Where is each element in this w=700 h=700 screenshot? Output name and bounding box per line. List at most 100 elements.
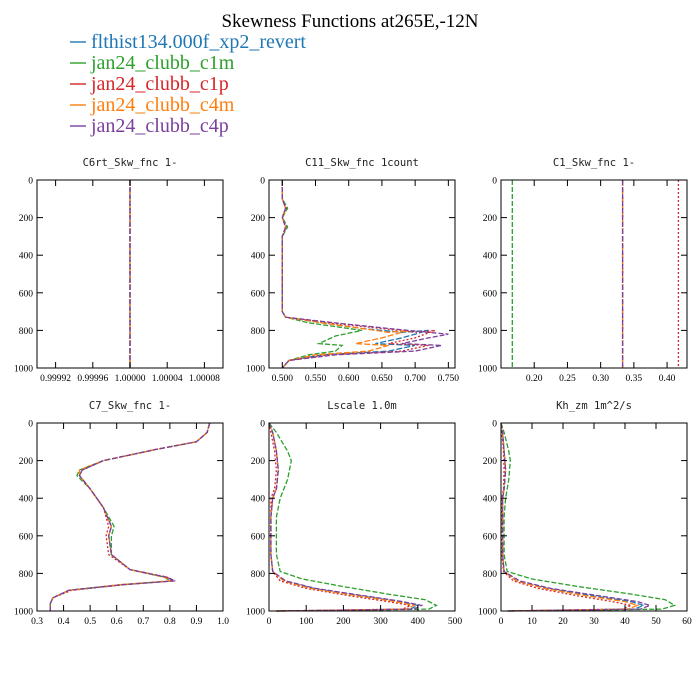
y-tick-label: 800	[483, 570, 498, 580]
x-tick-label: 0.550	[305, 374, 327, 384]
series-line-5	[268, 422, 424, 612]
x-tick-label: 0.35	[626, 374, 643, 384]
series-line-4	[500, 422, 640, 612]
series-line-2	[49, 422, 211, 611]
y-tick-label: 600	[19, 532, 34, 542]
y-tick-label: 0	[28, 420, 33, 430]
x-tick-label: 0.4	[58, 617, 70, 627]
series-line-4	[268, 422, 417, 612]
x-tick-label: 0.700	[404, 374, 426, 384]
legend-entry: jan24_clubb_c4m	[90, 94, 235, 116]
y-tick-label: 0	[492, 420, 497, 430]
x-tick-label: 0.9	[190, 617, 202, 627]
x-tick-label: 60	[682, 617, 692, 627]
y-tick-label: 400	[19, 495, 34, 505]
series-line-3	[281, 180, 436, 369]
panel-title: C11_Skw_fnc 1count	[305, 157, 419, 169]
x-tick-label: 30	[589, 617, 599, 627]
y-tick-label: 800	[19, 570, 34, 580]
y-tick-label: 200	[251, 457, 266, 467]
x-tick-label: 20	[558, 617, 568, 627]
x-tick-label: 0.7	[137, 617, 149, 627]
y-tick-label: 1000	[246, 608, 265, 618]
y-tick-label: 400	[251, 495, 266, 505]
x-tick-label: 50	[651, 617, 661, 627]
y-tick-label: 800	[251, 327, 266, 337]
x-tick-label: 0	[267, 617, 272, 627]
series-line-3	[268, 422, 413, 612]
x-tick-label: 0	[499, 617, 504, 627]
x-tick-label: 0.99992	[40, 374, 71, 384]
y-tick-label: 200	[251, 214, 266, 224]
y-tick-label: 200	[483, 457, 498, 467]
x-tick-label: 400	[411, 617, 426, 627]
y-tick-label: 400	[483, 495, 498, 505]
x-tick-label: 10	[527, 617, 537, 627]
x-tick-label: 40	[620, 617, 630, 627]
x-tick-label: 0.5	[84, 617, 96, 627]
y-tick-label: 200	[19, 214, 34, 224]
y-tick-label: 600	[483, 532, 498, 542]
series-line-5	[281, 180, 449, 369]
y-tick-label: 1000	[246, 365, 265, 375]
y-tick-label: 1000	[14, 365, 33, 375]
series-line-1	[49, 422, 211, 611]
series-line-1	[281, 180, 429, 369]
plot-frame	[500, 179, 688, 369]
chart-panel-3: C1_Skw_fnc 1- 0 200 400 600 800 1000 0.20 0.25 0.…	[478, 157, 688, 384]
legend: flthist134.000f_xp2_revertjan24_clubb_c1…	[70, 31, 306, 137]
x-tick-label: 0.30	[592, 374, 609, 384]
series-line-5	[500, 422, 652, 612]
series-line-5	[49, 422, 211, 611]
y-tick-label: 400	[483, 252, 498, 262]
x-tick-label: 0.40	[659, 374, 676, 384]
x-tick-label: 0.750	[438, 374, 460, 384]
x-tick-label: 0.99996	[77, 374, 108, 384]
chart-panel-2: C11_Skw_fnc 1count 0 200 400 600 800 1000 0.500…	[246, 157, 459, 384]
x-tick-label: 100	[299, 617, 314, 627]
x-tick-label: 500	[448, 617, 463, 627]
x-tick-label: 300	[373, 617, 388, 627]
panel-title: C6rt_Skw_fnc 1-	[83, 157, 178, 169]
series-line-2	[500, 422, 677, 612]
x-tick-label: 0.6	[111, 617, 123, 627]
y-tick-label: 600	[483, 289, 498, 299]
plot-frame	[268, 179, 456, 369]
x-tick-label: 1.00004	[152, 374, 183, 384]
series-line-2	[268, 422, 438, 612]
panel-title: Kh_zm 1m^2/s	[556, 400, 632, 412]
chart-panel-1: C6rt_Skw_fnc 1- 0 200 400 600 800 1000 0.99992 0…	[14, 157, 224, 384]
y-tick-label: 0	[260, 420, 265, 430]
y-tick-label: 0	[492, 177, 497, 187]
legend-entry: jan24_clubb_c4p	[90, 115, 229, 137]
panel-title: C1_Skw_fnc 1-	[553, 157, 635, 169]
x-tick-label: 1.00008	[189, 374, 220, 384]
x-tick-label: 0.3	[31, 617, 43, 627]
x-tick-label: 0.650	[371, 374, 393, 384]
series-line-4	[49, 422, 211, 611]
y-tick-label: 1000	[478, 365, 497, 375]
panel-title: Lscale 1.0m	[327, 400, 397, 412]
y-tick-label: 800	[251, 570, 266, 580]
y-tick-label: 600	[251, 289, 266, 299]
x-tick-label: 1.0	[217, 617, 229, 627]
y-tick-label: 200	[483, 214, 498, 224]
plot-frame	[36, 422, 224, 612]
series-line-3	[49, 422, 211, 611]
x-tick-label: 1.00000	[115, 374, 146, 384]
legend-entry: jan24_clubb_c1m	[90, 52, 235, 74]
legend-entry: jan24_clubb_c1p	[90, 73, 229, 95]
legend-entry: flthist134.000f_xp2_revert	[91, 31, 306, 53]
x-tick-label: 0.25	[559, 374, 576, 384]
panel-title: C7_Skw_fnc 1-	[89, 400, 171, 412]
y-tick-label: 1000	[14, 608, 33, 618]
series-line-2	[281, 180, 363, 369]
y-tick-label: 0	[28, 177, 33, 187]
y-tick-label: 600	[19, 289, 34, 299]
y-tick-label: 200	[19, 457, 34, 467]
